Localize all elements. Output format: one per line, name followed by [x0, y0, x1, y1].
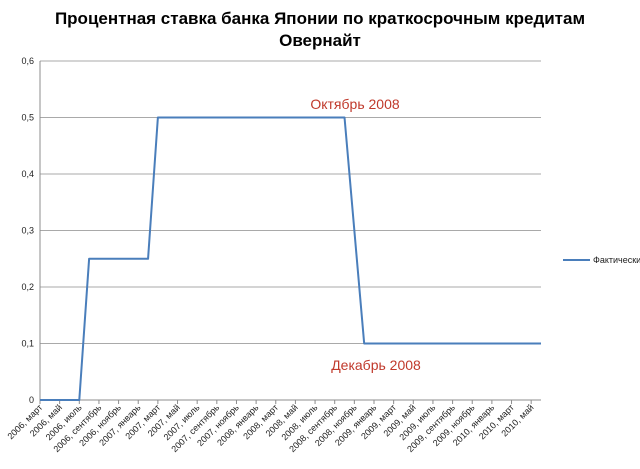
axes — [39, 61, 541, 404]
chart-title-line-2: Овернайт — [279, 31, 361, 50]
y-tick-label: 0,3 — [21, 226, 34, 236]
legend: Фактически — [563, 255, 640, 265]
y-tick-label: 0,6 — [21, 56, 34, 66]
annotation-december-2008: Декабрь 2008 — [331, 357, 421, 373]
gridlines — [40, 60, 541, 344]
legend-label: Фактически — [593, 255, 640, 265]
annotation-october-2008: Октябрь 2008 — [310, 96, 400, 112]
series-layer — [40, 116, 541, 401]
series-line-faktich — [40, 116, 541, 401]
y-tick-label: 0,5 — [21, 113, 34, 123]
chart-title-line-1: Процентная ставка банка Японии по кратко… — [55, 9, 585, 28]
y-tick-label: 0,2 — [21, 282, 34, 292]
y-tick-label: 0 — [29, 395, 34, 405]
y-axis-tick-labels: 0 0,1 0,2 0,3 0,4 0,5 0,6 — [21, 56, 34, 405]
y-tick-label: 0,1 — [21, 339, 34, 349]
y-tick-label: 0,4 — [21, 169, 34, 179]
